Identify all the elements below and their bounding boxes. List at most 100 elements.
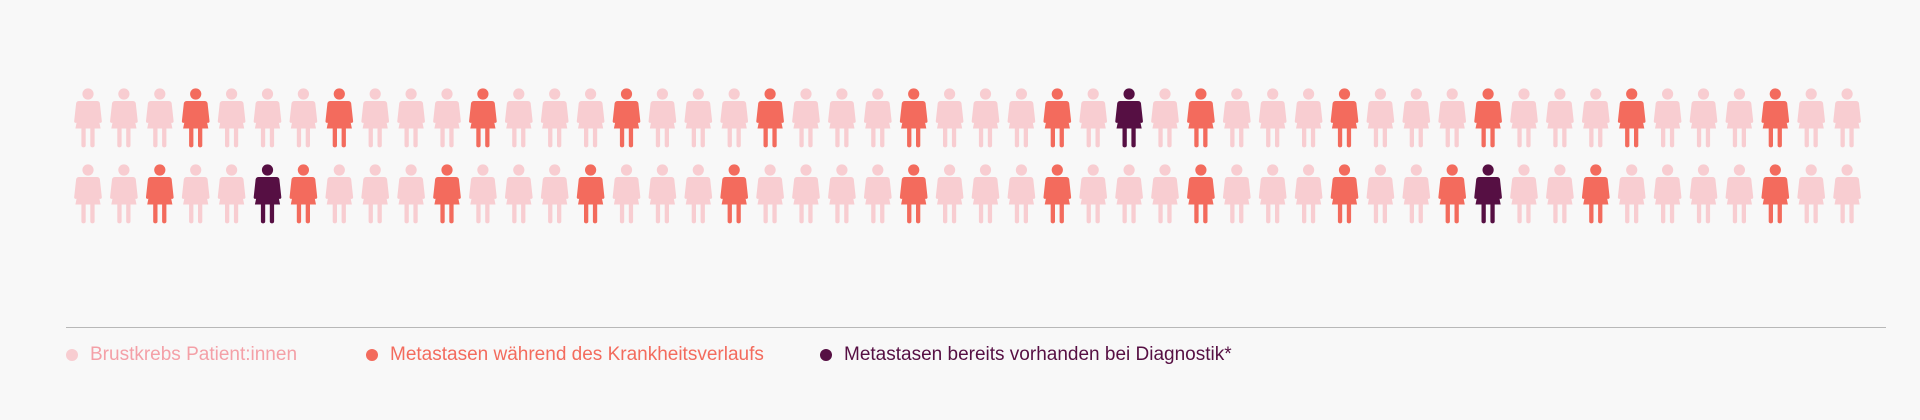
figure-metastases-during xyxy=(1438,164,1467,224)
figure-patient xyxy=(1402,164,1431,224)
figure-patient xyxy=(145,88,174,148)
figure-metastases-during xyxy=(612,88,641,148)
figure-patient xyxy=(397,88,425,148)
figure-patient xyxy=(1151,88,1179,148)
figure-patient xyxy=(720,88,749,148)
figure-patient xyxy=(181,164,210,224)
figure-metastases-during xyxy=(1043,88,1072,148)
figure-patient xyxy=(1258,164,1287,224)
figure-patient xyxy=(1833,88,1861,148)
figure-patient xyxy=(1007,164,1036,224)
figure-metastases-during xyxy=(1761,164,1790,224)
figure-patient xyxy=(684,88,713,148)
figure-patient xyxy=(1222,164,1251,224)
figure-patient xyxy=(1725,88,1754,148)
figure-patient xyxy=(1510,164,1538,224)
figure-patient xyxy=(397,164,425,224)
figure-metastases-during xyxy=(433,164,461,224)
figure-patient xyxy=(1151,164,1179,224)
figure-patient xyxy=(1689,88,1718,148)
figure-patient xyxy=(1797,164,1826,224)
figure-patient xyxy=(1581,88,1610,148)
figure-metastases-during xyxy=(1474,88,1502,148)
figure-patient xyxy=(612,164,641,224)
figure-metastases-during xyxy=(899,164,928,224)
figure-patient xyxy=(1402,88,1431,148)
figure-patient xyxy=(648,88,677,148)
figure-patient xyxy=(971,88,1000,148)
figure-patient xyxy=(1617,164,1646,224)
figure-patient xyxy=(1510,88,1538,148)
figure-patient xyxy=(1079,164,1108,224)
legend-item-metastases-at-diagnosis: Metastasen bereits vorhanden bei Diagnos… xyxy=(820,343,1232,367)
figure-patient xyxy=(1797,88,1826,148)
figure-patient xyxy=(1294,88,1323,148)
figure-patient xyxy=(74,88,102,148)
figure-patient xyxy=(935,88,964,148)
figure-patient xyxy=(361,88,390,148)
figure-patient xyxy=(540,88,569,148)
legend-label-patients: Brustkrebs Patient:innen xyxy=(90,344,298,365)
figure-patient xyxy=(1546,88,1574,148)
legend-label-metastases-during: Metastasen während des Krankheitsverlauf… xyxy=(390,344,764,365)
figure-patient xyxy=(1653,164,1682,224)
figure-patient xyxy=(1079,88,1108,148)
figure-patient xyxy=(863,164,892,224)
figure-patient xyxy=(110,88,138,148)
figure-metastases-during xyxy=(1043,164,1072,224)
legend-item-patients: Brustkrebs Patient:innen xyxy=(66,343,297,367)
figure-patient xyxy=(1222,88,1251,148)
pictogram-grid xyxy=(74,88,1861,224)
figure-patient xyxy=(1438,88,1467,148)
figure-metastases-during xyxy=(289,164,318,224)
figure-patient xyxy=(863,88,892,148)
figure-metastases-during xyxy=(1581,164,1610,224)
figure-patient xyxy=(253,88,282,148)
figure-patient xyxy=(971,164,1000,224)
legend-dot-metastases-during xyxy=(366,349,378,361)
figure-patient xyxy=(756,164,784,224)
figure-patient xyxy=(792,88,820,148)
figure-metastases-at-diagnosis xyxy=(253,164,282,224)
figure-patient xyxy=(828,164,856,224)
legend-item-metastases-during: Metastasen während des Krankheitsverlauf… xyxy=(366,343,764,367)
figure-metastases-during xyxy=(145,164,174,224)
figure-metastases-during xyxy=(756,88,784,148)
figure-patient xyxy=(1653,88,1682,148)
figure-patient xyxy=(433,88,461,148)
figure-metastases-during xyxy=(1617,88,1646,148)
figure-patient xyxy=(217,88,246,148)
figure-patient xyxy=(540,164,569,224)
figure-metastases-during xyxy=(1330,164,1359,224)
figure-metastases-during xyxy=(1761,88,1790,148)
legend-label-metastases-at-diagnosis: Metastasen bereits vorhanden bei Diagnos… xyxy=(844,344,1232,365)
figure-patient xyxy=(648,164,677,224)
figure-patient xyxy=(74,164,102,224)
figure-patient xyxy=(217,164,246,224)
figure-patient xyxy=(110,164,138,224)
figure-patient xyxy=(289,88,318,148)
figure-metastases-during xyxy=(181,88,210,148)
figure-metastases-during xyxy=(576,164,605,224)
figure-metastases-during xyxy=(1187,88,1215,148)
figure-metastases-during xyxy=(325,88,354,148)
figure-patient xyxy=(828,88,856,148)
figure-patient xyxy=(792,164,820,224)
figure-patient xyxy=(1833,164,1861,224)
figure-metastases-during xyxy=(899,88,928,148)
legend-dot-patients xyxy=(66,349,78,361)
figure-patient xyxy=(1366,88,1395,148)
figure-patient xyxy=(504,88,533,148)
figure-patient xyxy=(361,164,390,224)
figure-patient xyxy=(1007,88,1036,148)
figure-patient xyxy=(1115,164,1143,224)
figure-patient xyxy=(1725,164,1754,224)
figure-patient xyxy=(576,88,605,148)
figure-patient xyxy=(1294,164,1323,224)
figure-metastases-during xyxy=(1187,164,1215,224)
legend-divider xyxy=(66,327,1886,328)
figure-patient xyxy=(1689,164,1718,224)
legend-dot-metastases-at-diagnosis xyxy=(820,349,832,361)
figure-patient xyxy=(1546,164,1574,224)
